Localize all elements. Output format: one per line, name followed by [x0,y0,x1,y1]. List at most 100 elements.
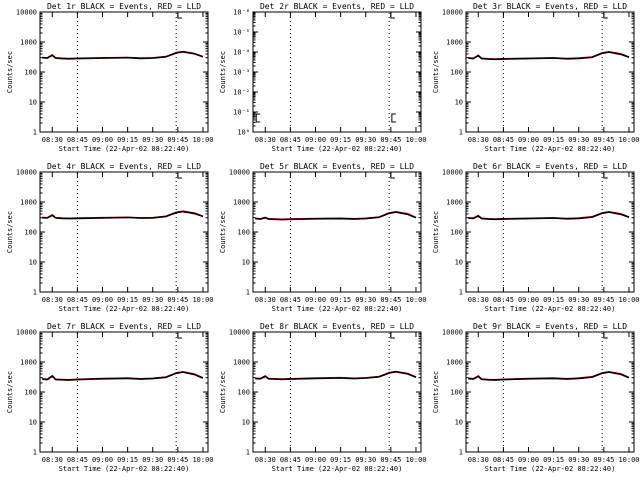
x-tick-label: 09:15 [543,136,564,144]
y-tick-label: 10000 [229,169,250,177]
y-tick-label: 10⁻³ [233,69,250,77]
x-tick-label: 09:30 [355,136,376,144]
x-tick-label: 08:30 [255,136,276,144]
x-tick-label: 09:45 [593,136,614,144]
plot-frame [465,11,635,133]
chart-title: Det 6r BLACK = Events, RED = LLD [473,162,627,171]
y-tick-label: 1000 [233,199,250,207]
y-axis-label: Counts/sec [219,211,227,253]
y-tick-label: 10000 [442,169,463,177]
y-tick-label: 10 [455,99,463,107]
x-tick-label: 09:00 [305,296,326,304]
chart-title: Det 7r BLACK = Events, RED = LLD [47,322,201,331]
series-line-events [42,371,204,381]
y-tick-label: 1 [459,129,463,137]
y-tick-label: 10⁻¹ [233,109,250,117]
y-tick-label: 100 [450,229,463,237]
x-tick-label: 08:45 [493,296,514,304]
y-tick-label: 10 [29,99,37,107]
x-tick-label: 09:30 [142,136,163,144]
y-axis-label: Counts/sec [432,371,440,413]
x-tick-label: 10:00 [618,456,639,464]
y-axis-label: Counts/sec [219,51,227,93]
y-tick-label: 1 [246,449,250,457]
x-tick-label: 09:15 [117,296,138,304]
plot-frame [252,171,422,293]
y-tick-label: 10000 [442,329,463,337]
y-tick-label: 1 [459,289,463,297]
x-tick-label: 09:00 [518,296,539,304]
x-tick-label: 09:30 [142,456,163,464]
plot-frame [39,171,209,293]
interval-marker [390,172,395,179]
x-tick-label: 09:45 [167,456,188,464]
y-tick-label: 100 [237,229,250,237]
y-tick-label: 1000 [446,359,463,367]
y-tick-label: 10 [29,259,37,267]
y-tick-label: 10 [242,419,250,427]
y-tick-label: 10000 [16,329,37,337]
interval-marker [177,332,182,339]
x-tick-label: 10:00 [405,136,426,144]
x-tick-label: 10:00 [618,136,639,144]
x-tick-label: 10:00 [192,136,213,144]
x-tick-label: 09:30 [568,456,589,464]
y-tick-label: 10⁻⁶ [233,9,250,17]
interval-marker [603,12,608,19]
y-axis-label: Counts/sec [6,371,14,413]
y-tick-label: 100 [24,389,37,397]
y-tick-label: 10⁻⁴ [233,49,250,57]
y-tick-label: 10⁻² [233,89,250,97]
y-tick-label: 1 [33,449,37,457]
y-axis-label: Counts/sec [219,371,227,413]
x-tick-label: 09:30 [355,456,376,464]
x-tick-label: 08:30 [255,456,276,464]
x-tick-label: 08:45 [67,296,88,304]
y-tick-label: 1000 [446,199,463,207]
x-tick-label: 09:45 [167,136,188,144]
y-tick-label: 1000 [446,39,463,47]
x-tick-label: 09:15 [117,136,138,144]
chart-title: Det 2r BLACK = Events, RED = LLD [260,2,414,11]
y-tick-label: 10 [242,259,250,267]
x-tick-label: 08:45 [67,456,88,464]
chart-title: Det 1r BLACK = Events, RED = LLD [47,2,201,11]
x-axis-label: Start Time (22-Apr-02 08:22:40) [272,145,403,153]
x-tick-label: 09:45 [167,296,188,304]
chart-title: Det 4r BLACK = Events, RED = LLD [47,162,201,171]
y-tick-label: 10000 [16,9,37,17]
plot-frame [465,171,635,293]
x-tick-label: 10:00 [405,456,426,464]
y-axis-label: Counts/sec [432,211,440,253]
x-tick-label: 09:15 [117,456,138,464]
y-tick-label: 1 [246,289,250,297]
x-tick-label: 08:45 [280,136,301,144]
x-axis-label: Start Time (22-Apr-02 08:22:40) [485,305,616,313]
series-line-events [468,51,630,61]
x-tick-label: 10:00 [192,456,213,464]
series-line-events [255,211,417,221]
x-tick-label: 09:45 [380,456,401,464]
y-tick-label: 1000 [20,199,37,207]
y-tick-label: 10⁰ [237,129,250,137]
y-tick-label: 10 [455,419,463,427]
x-tick-label: 09:15 [330,456,351,464]
x-tick-label: 08:45 [280,296,301,304]
x-tick-label: 09:15 [330,296,351,304]
x-tick-label: 09:00 [92,456,113,464]
series-line-events [42,210,204,220]
x-axis-label: Start Time (22-Apr-02 08:22:40) [272,465,403,473]
x-tick-label: 08:30 [42,296,63,304]
chart-title: Det 5r BLACK = Events, RED = LLD [260,162,414,171]
y-tick-label: 100 [237,389,250,397]
interval-marker [255,113,261,123]
series-line-events [42,50,204,60]
x-tick-label: 09:00 [518,136,539,144]
interval-marker [177,172,182,179]
interval-marker [603,332,608,339]
x-tick-label: 09:15 [330,136,351,144]
series-line-events [468,371,630,381]
x-tick-label: 09:45 [380,136,401,144]
y-tick-label: 10⁻⁵ [233,29,250,37]
